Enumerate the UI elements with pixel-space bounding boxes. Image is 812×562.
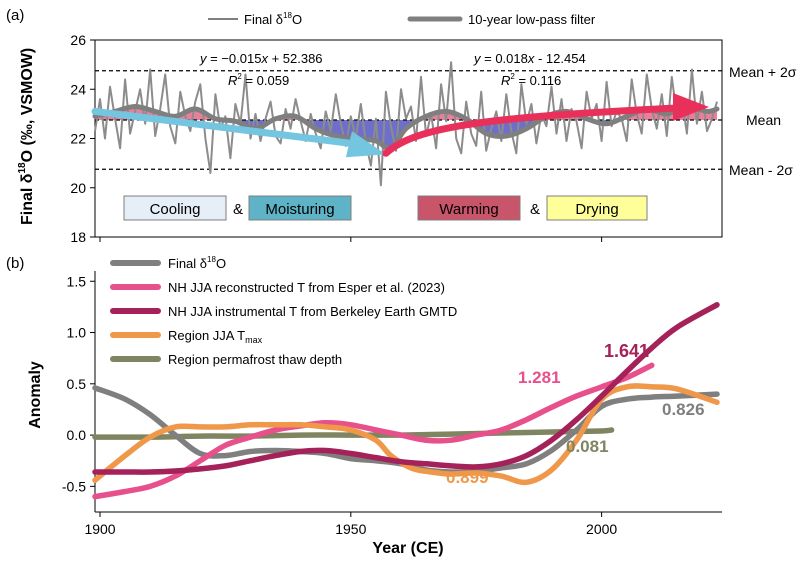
- equation-left: y = −0.015x + 52.386: [199, 51, 323, 66]
- annotation-0826: 0.826: [662, 400, 705, 419]
- panel-b-label: (b): [6, 255, 24, 272]
- x-tick-label: 1900: [84, 521, 115, 537]
- mean-minus-2sigma-label: Mean - 2σ: [729, 162, 793, 178]
- y-tick-label: 1.5: [67, 273, 87, 289]
- y-tick-label: 0.0: [67, 427, 87, 443]
- legend-label: NH JJA instrumental T from Berkeley Eart…: [168, 304, 457, 319]
- drying-label: Drying: [575, 201, 618, 218]
- cooling-box: [123, 195, 227, 221]
- climate-boxes: Cooling & Moisturing Warming & Drying: [123, 195, 648, 221]
- annotation-1641: 1.641: [604, 341, 649, 361]
- mean-label: Mean: [746, 112, 781, 128]
- y-tick-label: 24: [70, 81, 86, 97]
- warming-label: Warming: [439, 201, 498, 218]
- warming-trend-arrow-head: [672, 92, 709, 121]
- series-line-1: [92, 362, 655, 500]
- y-tick-label: 1.0: [67, 325, 87, 341]
- legend-label: Region permafrost thaw depth: [168, 352, 342, 367]
- moisturing-box: [248, 195, 352, 221]
- y-tick-label: 20: [70, 180, 86, 196]
- legend-filter-label: 10-year low-pass filter: [468, 12, 596, 27]
- y-tick-label: 22: [70, 131, 86, 147]
- x-tick-label: 1950: [335, 521, 366, 537]
- cooling-trend-arrow-head: [345, 131, 386, 158]
- legend-label: Region JJA Tmax: [168, 328, 263, 345]
- panel-a-y-ticks: 18 20 22 24 26: [70, 32, 95, 245]
- panel-a-label: (a): [6, 7, 24, 24]
- cooling-label: Cooling: [150, 201, 201, 218]
- panel-b-legend: Final δ18O NH JJA reconstructed T from Es…: [110, 255, 457, 367]
- legend-label: NH JJA reconstructed T from Esper et al.…: [168, 280, 445, 295]
- series-line-2: [92, 302, 720, 475]
- x-tick-label: 2000: [586, 521, 617, 537]
- panel-a-x-ticks: [99, 237, 603, 242]
- series-10-year-low-pass-filter: [92, 103, 720, 152]
- y-tick-label: 18: [70, 229, 86, 245]
- y-tick-label: 26: [70, 32, 86, 48]
- moisturing-label: Moisturing: [265, 201, 334, 218]
- panel-b-axes: -0.5 0.0 0.5 1.0 1.5 1900 1950 2000: [62, 271, 722, 537]
- ampersand-1: &: [233, 201, 243, 218]
- panel-b-y-axis-label: Anomaly: [27, 361, 44, 429]
- panel-b-x-ticks: 1900 1950 2000: [84, 512, 617, 537]
- panel-a-plot: [91, 61, 722, 187]
- panel-a-axes: 18 20 22 24 26: [70, 32, 723, 245]
- panel-a-y-axis-label: Final δ18O (‰, VSMOW): [17, 48, 36, 225]
- annotation-1281: 1.281: [518, 368, 561, 387]
- panel-b-plot: [92, 302, 720, 500]
- mean-plus-2sigma-label: Mean + 2σ: [729, 64, 797, 80]
- ampersand-2: &: [530, 201, 540, 218]
- series-line-4: [92, 427, 615, 440]
- y-tick-label: -0.5: [62, 478, 86, 494]
- legend-raw-label: Final δ18O: [244, 11, 302, 27]
- r2-right: R2 = 0.116: [501, 72, 561, 88]
- r2-left: R2 = 0.059: [228, 72, 289, 88]
- warming-box: [417, 195, 521, 221]
- y-tick-label: 0.5: [67, 376, 87, 392]
- cooling-trend-arrow-shaft: [91, 107, 362, 148]
- panel-a-legend: Final δ18O 10-year low-pass filter: [208, 11, 596, 27]
- annotation-0899: 0.899: [446, 468, 489, 487]
- drying-box: [546, 195, 648, 221]
- panel-b-x-axis-label: Year (CE): [372, 540, 443, 557]
- series-line-0: [92, 385, 720, 475]
- legend-label: Final δ18O: [168, 255, 226, 271]
- equation-right: y = 0.018x - 12.454: [473, 51, 586, 66]
- annotation-0081: 0.081: [566, 437, 609, 456]
- warming-trend-arrow-shaft: [382, 104, 681, 157]
- panel-b-y-ticks: -0.5 0.0 0.5 1.0 1.5: [62, 273, 95, 494]
